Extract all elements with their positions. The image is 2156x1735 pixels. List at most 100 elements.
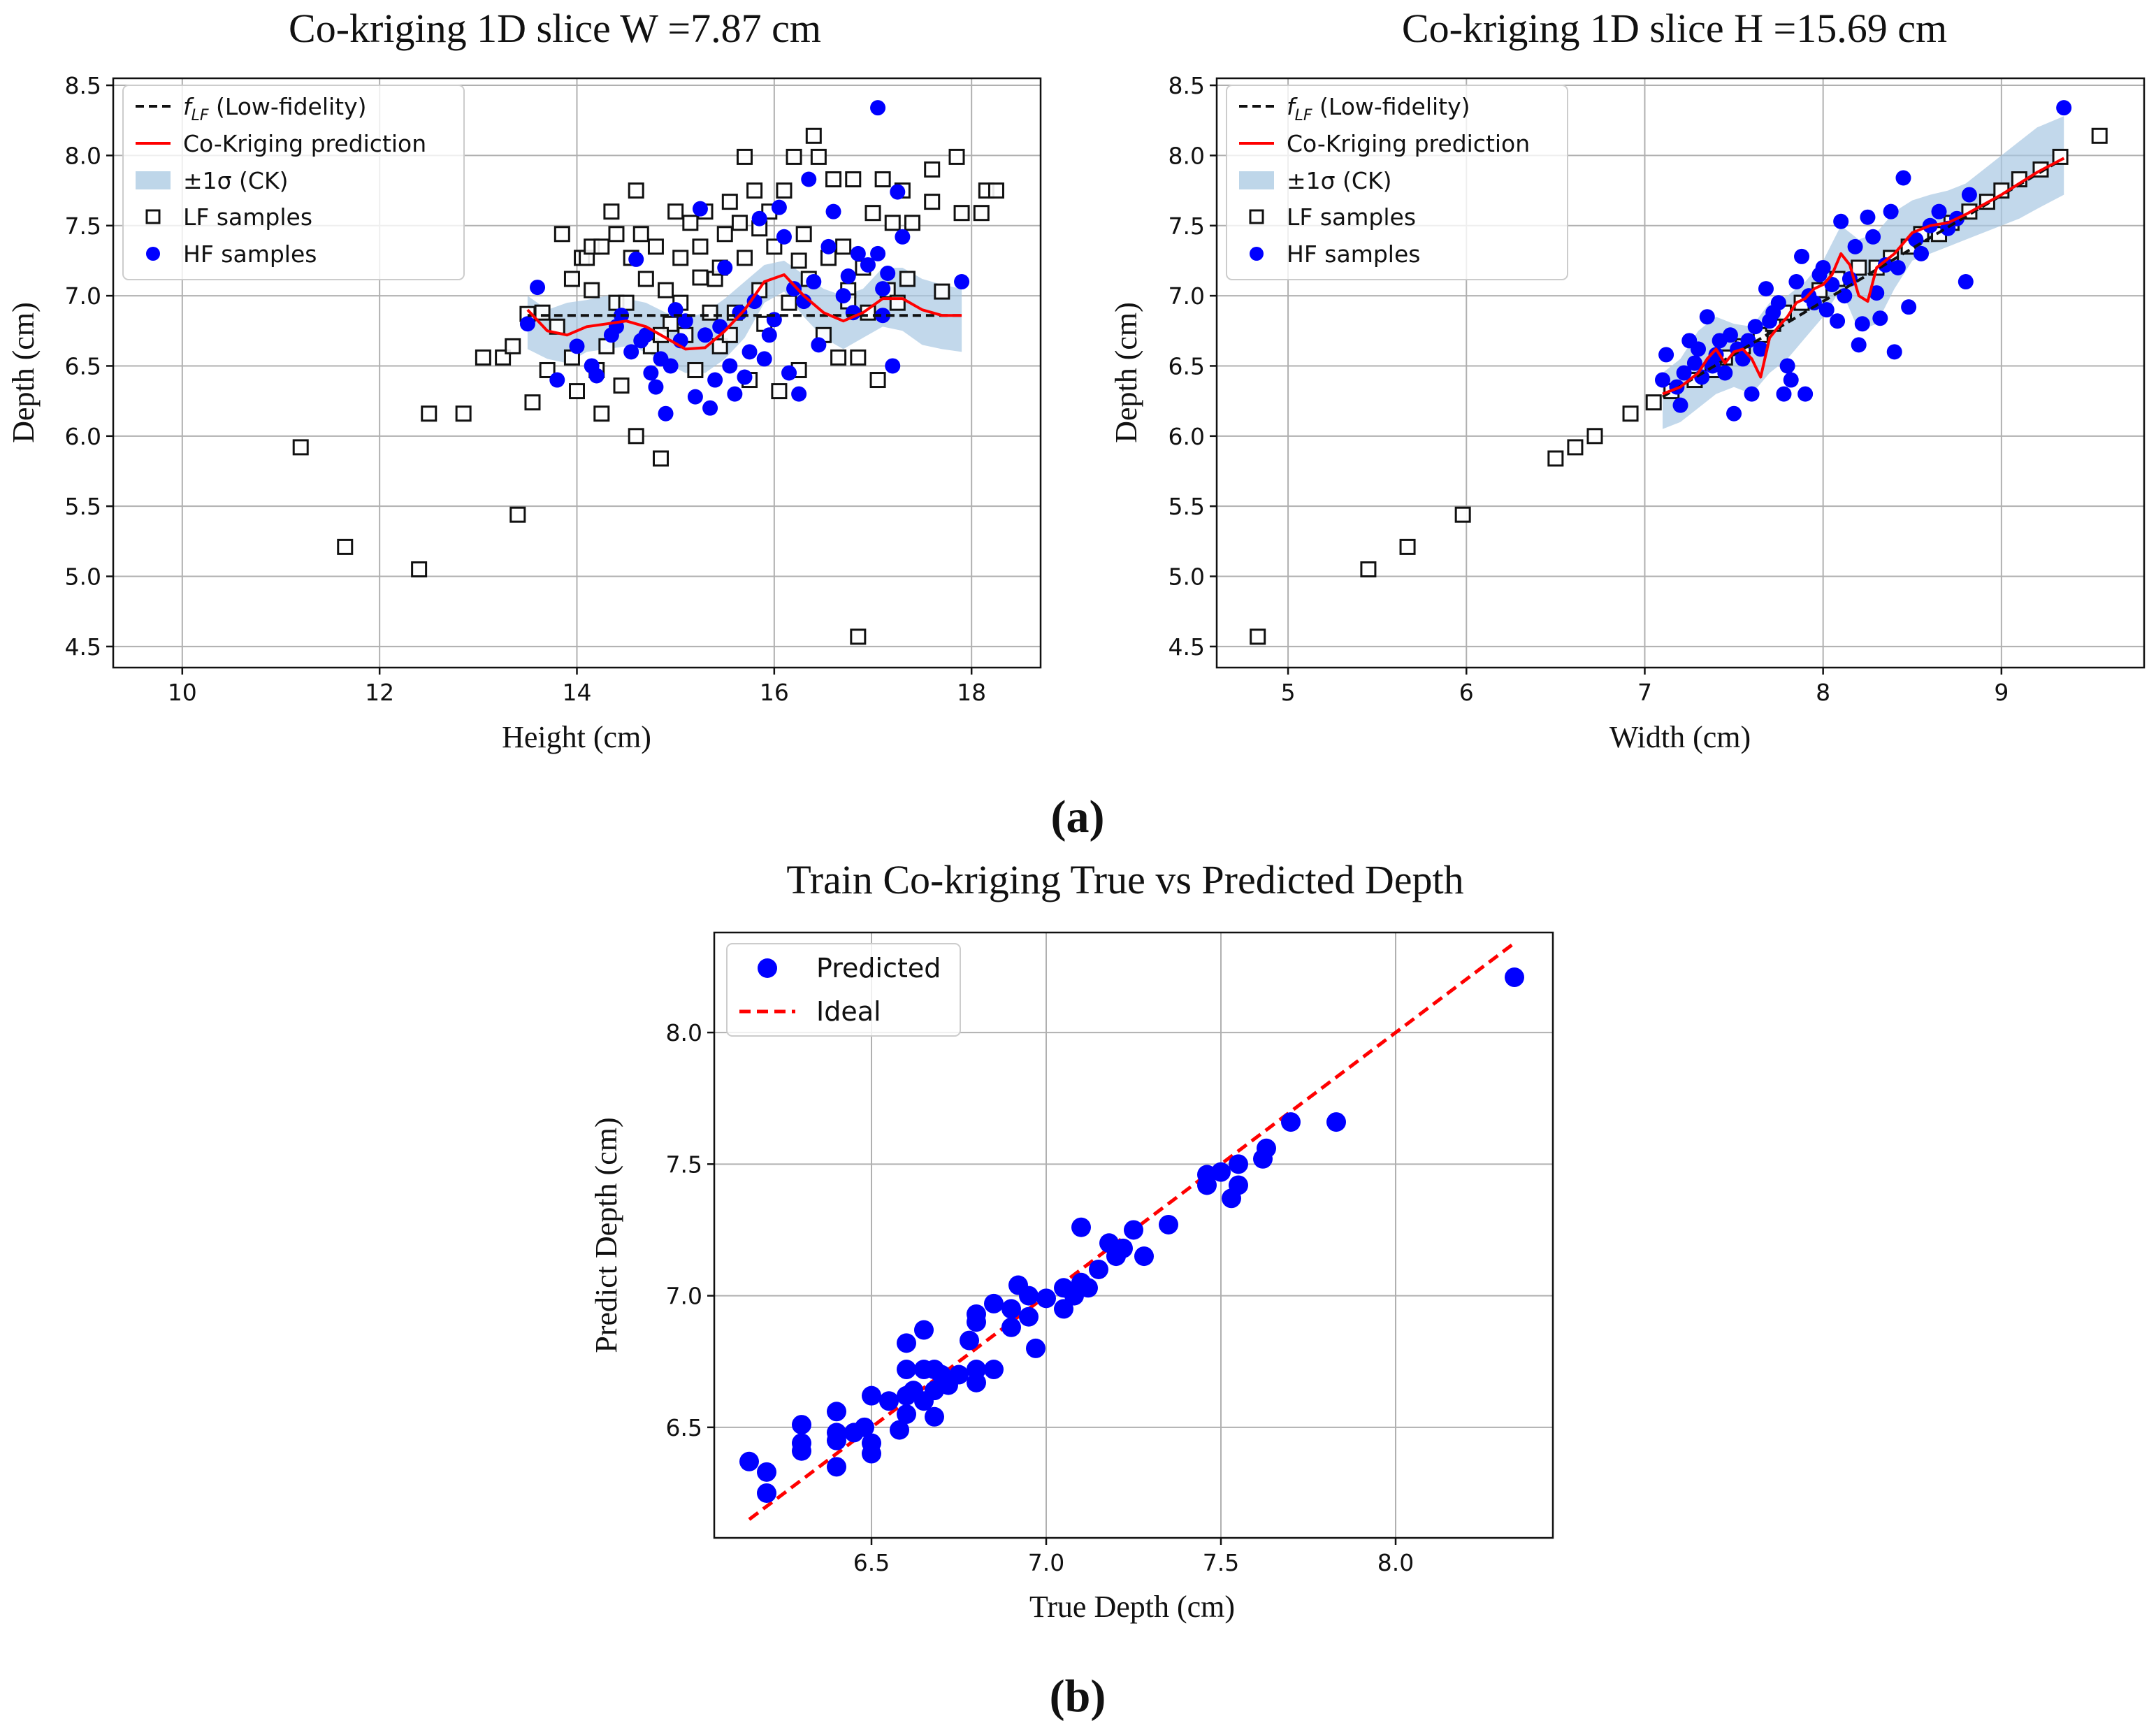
x-tick-label: 7.5 [1203, 1549, 1239, 1576]
hf-sample-point [1779, 358, 1795, 374]
hf-sample-point [1869, 285, 1885, 301]
hf-sample-point [648, 379, 664, 395]
y-tick-label: 8.0 [1169, 142, 1205, 169]
hf-sample-point [1717, 365, 1733, 381]
chart-title: Train Co-kriging True vs Predicted Depth [786, 857, 1463, 902]
lf-sample-point [1454, 506, 1471, 523]
predicted-point [1019, 1286, 1039, 1306]
legend-band-swatch [1239, 171, 1274, 189]
hf-sample-point [875, 281, 891, 297]
y-tick-label: 5.0 [65, 563, 101, 591]
hf-sample-point [2056, 100, 2072, 116]
predicted-point [1229, 1175, 1248, 1195]
legend-ck-label: Co-Kriging prediction [183, 130, 426, 157]
x-tick-label: 10 [168, 679, 197, 706]
x-axis-label: Width (cm) [1609, 720, 1751, 754]
x-tick-label: 8.0 [1377, 1549, 1414, 1576]
legend-lf-samples-label: LF samples [183, 203, 312, 231]
predicted-point [862, 1385, 881, 1406]
hf-sample-point [1770, 295, 1786, 311]
predicted-point [1001, 1317, 1021, 1337]
predicted-point [879, 1391, 899, 1411]
y-tick-label: 6.0 [1169, 423, 1205, 450]
lf-sample-point [421, 405, 437, 422]
lf-sample-point [702, 304, 718, 321]
hf-sample-point [1890, 259, 1906, 275]
lf-sample-point [924, 161, 941, 178]
hf-sample-point [786, 281, 802, 297]
hf-sample-point [781, 365, 797, 381]
hf-sample-point [1833, 213, 1849, 229]
lf-sample-point [736, 148, 753, 165]
lf-sample-point [687, 361, 704, 378]
predicted-point [984, 1360, 1004, 1380]
lf-sample-point [652, 450, 669, 467]
hf-sample-point [1958, 274, 1974, 290]
hf-sample-point [1658, 347, 1674, 363]
hf-sample-point [776, 229, 792, 245]
lf-sample-point [475, 349, 491, 366]
hf-sample-point [870, 100, 886, 116]
lf-sample-point [953, 205, 970, 222]
x-tick-label: 7.0 [1028, 1549, 1064, 1576]
lf-sample-point [1645, 394, 1662, 411]
predicted-point [757, 1462, 776, 1482]
hf-sample-point [761, 327, 777, 343]
hf-sample-point [1913, 245, 1930, 261]
hf-sample-point [1726, 405, 1742, 422]
chart-slice-w: Co-kriging 1D slice W =7.87 cm 10 12 14 16 1… [6, 6, 1042, 754]
lf-sample-point [667, 203, 684, 220]
hf-sample-point [746, 294, 762, 310]
y-tick-label: 7.0 [65, 282, 101, 310]
y-tick-label: 5.5 [1169, 493, 1205, 520]
hf-sample-point [717, 259, 733, 275]
legend: fLF (Low-fidelity) Co-Kriging prediction… [122, 85, 465, 280]
predicted-point [960, 1330, 979, 1351]
panel-label-b: (b) [1050, 1671, 1106, 1722]
hf-sample-point [890, 184, 906, 200]
ck-prediction-line [1662, 157, 2065, 396]
hf-sample-point [1931, 203, 1947, 219]
lf-sample-point [1586, 428, 1603, 445]
legend: fLF (Low-fidelity) Co-Kriging prediction… [1226, 85, 1568, 280]
hf-sample-point [806, 274, 822, 290]
hf-sample-point [1794, 248, 1810, 264]
hf-sample-point [663, 358, 679, 374]
predicted-point [1071, 1217, 1091, 1237]
lf-sample-point [864, 205, 881, 222]
legend-lf-samples-swatch [145, 209, 161, 224]
y-tick-label: 7.0 [1169, 282, 1205, 310]
lf-sample-point [593, 238, 610, 255]
lf-sample-point [795, 226, 812, 243]
predicted-point [1026, 1338, 1046, 1358]
hf-sample-point [722, 358, 738, 374]
legend-hf-samples-swatch [1250, 247, 1264, 261]
x-tick-label: 7 [1637, 679, 1652, 706]
lf-sample-point [628, 428, 644, 445]
lf-sample-point [618, 294, 635, 311]
y-tick-label: 6.5 [1169, 352, 1205, 380]
lf-sample-point [973, 205, 990, 222]
hf-sample-point [1961, 187, 1977, 203]
lf-sample-point [716, 226, 733, 243]
lf-sample-point [899, 271, 916, 287]
plot-frame [713, 931, 1554, 1539]
lf-sample-point [337, 538, 354, 555]
x-tick-label: 6 [1459, 679, 1474, 706]
predicted-point [914, 1320, 934, 1340]
hf-sample-point [1747, 319, 1763, 335]
hf-sample-point [741, 344, 758, 360]
x-tick-label: 12 [365, 679, 394, 706]
lf-sample-point [924, 194, 941, 210]
hf-sample-point [1806, 295, 1822, 311]
hf-sample-point [707, 372, 723, 388]
legend-hf-samples-label: HF samples [1287, 240, 1420, 268]
hf-sample-point [1872, 310, 1888, 326]
lf-sample-point [2091, 127, 2108, 144]
predicted-point [1134, 1246, 1154, 1267]
hf-sample-point [530, 280, 546, 296]
hf-sample-point [1901, 299, 1917, 315]
lf-sample-point [766, 238, 783, 255]
lf-sample-point [505, 338, 521, 354]
predicted-point [1281, 1112, 1301, 1132]
